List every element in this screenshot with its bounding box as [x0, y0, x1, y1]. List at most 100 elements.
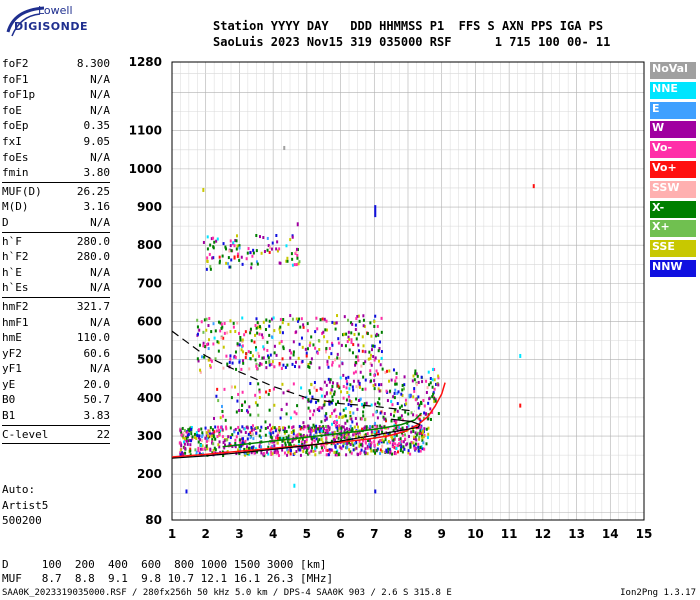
echo-point	[390, 419, 393, 423]
param-key: fmin	[2, 166, 29, 180]
echo-point	[309, 391, 312, 395]
echo-point	[310, 357, 313, 361]
echo-point	[331, 411, 334, 415]
echo-point	[230, 258, 233, 262]
echo-point	[179, 451, 182, 455]
echo-point	[283, 451, 286, 455]
echo-point	[254, 333, 257, 337]
legend-item: SSW	[650, 180, 696, 198]
echo-point	[314, 447, 317, 451]
echo-point	[339, 412, 342, 416]
echo-point	[201, 444, 204, 448]
echo-point	[404, 398, 407, 402]
echo-point	[348, 338, 351, 342]
echo-point	[400, 445, 403, 449]
echo-point	[253, 340, 256, 344]
param-key: foF1p	[2, 88, 36, 102]
echo-point	[336, 441, 339, 445]
echo-point	[429, 377, 432, 381]
echo-point	[330, 352, 333, 356]
echo-point	[249, 413, 252, 417]
echo-point	[189, 453, 192, 457]
echo-point	[385, 419, 388, 423]
param-value: N/A	[90, 103, 110, 117]
echo-point	[214, 437, 217, 441]
echo-point	[212, 448, 215, 452]
echo-point	[271, 241, 274, 245]
echo-point	[394, 431, 397, 435]
echo-point	[238, 358, 241, 362]
echo-point	[211, 441, 214, 445]
echo-point	[305, 354, 308, 358]
echo-point	[393, 427, 396, 431]
echo-point	[286, 363, 289, 367]
echo-point	[289, 416, 292, 420]
echo-point	[293, 451, 296, 455]
echo-point	[389, 449, 392, 453]
echo-point	[409, 393, 412, 397]
echo-point	[258, 332, 261, 336]
echo-point	[302, 325, 305, 329]
echo-point	[199, 447, 202, 451]
echo-point	[233, 256, 236, 260]
echo-point	[235, 247, 238, 251]
echo-point	[258, 235, 261, 239]
legend-item: Vo-	[650, 141, 696, 159]
echo-point	[393, 437, 396, 441]
echo-point	[408, 434, 411, 438]
echo-point	[218, 255, 221, 259]
echo-point	[262, 345, 265, 349]
echo-point	[236, 399, 239, 403]
echo-point	[392, 441, 395, 445]
echo-point	[220, 404, 223, 408]
echo-point	[301, 345, 304, 349]
echo-point	[389, 451, 392, 455]
echo-point	[278, 361, 281, 365]
echo-point	[286, 453, 289, 457]
echo-point	[252, 251, 255, 255]
echo-point	[381, 367, 384, 371]
echo-point	[301, 437, 304, 441]
echo-point	[285, 412, 288, 416]
echo-point	[322, 429, 325, 433]
echo-point	[423, 411, 426, 415]
echo-point	[229, 244, 232, 248]
echo-point	[278, 430, 281, 434]
echo-point	[202, 330, 205, 334]
param-row: foEp 0.35	[2, 118, 110, 134]
echo-point	[328, 426, 331, 430]
param-value: 22	[96, 427, 110, 441]
echo-point	[348, 427, 351, 431]
echo-point	[292, 432, 295, 436]
echo-point	[212, 342, 215, 346]
echo-point	[423, 404, 426, 408]
echo-point	[378, 383, 381, 387]
echo-point	[289, 442, 292, 446]
echo-point	[198, 343, 201, 347]
echo-point	[379, 448, 382, 452]
echo-point	[206, 247, 209, 251]
echo-point	[335, 425, 338, 429]
echo-point	[328, 355, 331, 359]
echo-point	[361, 387, 364, 391]
echo-point	[204, 446, 207, 450]
echo-point	[389, 389, 392, 393]
param-value: 8.300	[76, 57, 110, 70]
echo-point	[284, 365, 287, 369]
echo-point	[413, 378, 416, 382]
param-value: 3.80	[83, 166, 111, 180]
echo-point	[183, 438, 186, 442]
echo-point	[238, 408, 241, 412]
echo-point	[377, 387, 380, 391]
echo-point	[343, 315, 346, 319]
echo-point	[308, 451, 311, 455]
legend-item: SSE	[650, 240, 696, 258]
echo-point	[300, 435, 303, 439]
echo-point	[257, 382, 260, 386]
echo-point	[246, 251, 249, 255]
y-tick-label: 300	[137, 429, 162, 443]
echo-point	[415, 383, 418, 387]
echo-point	[186, 442, 189, 446]
echo-point	[232, 241, 235, 245]
echo-point	[276, 240, 279, 244]
